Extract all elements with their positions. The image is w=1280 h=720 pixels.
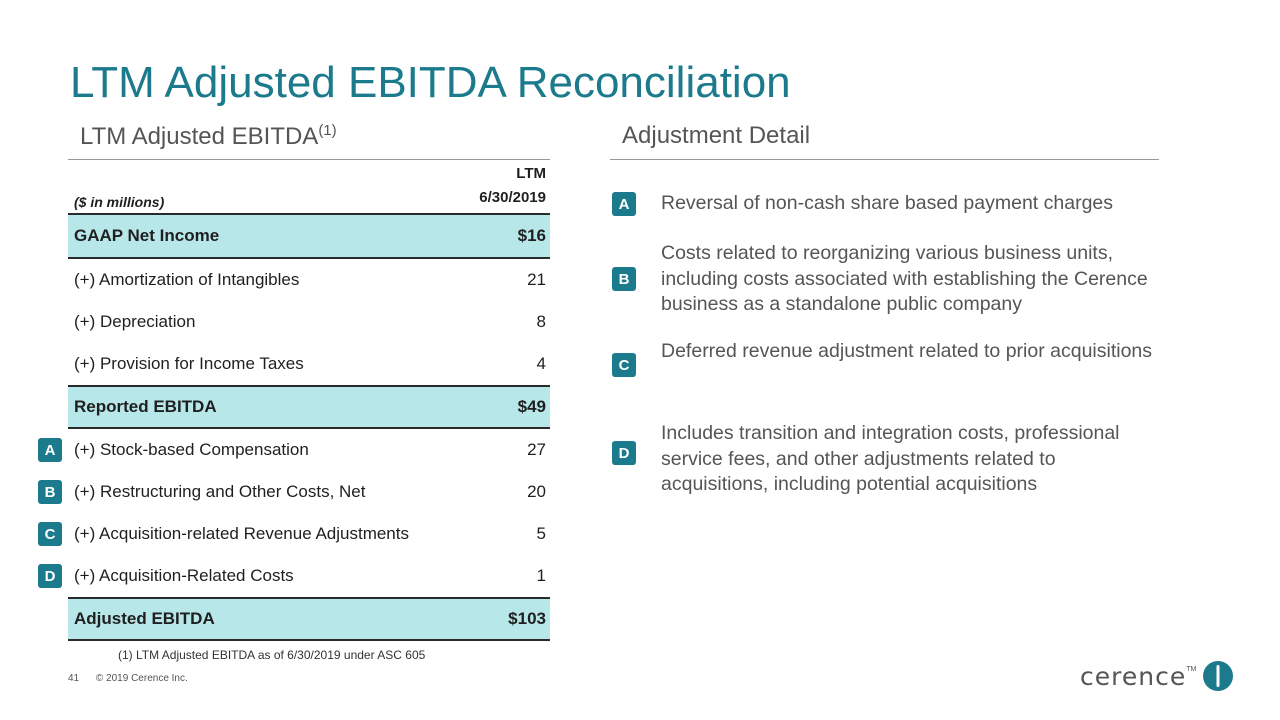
badge-a: A bbox=[38, 438, 62, 462]
badge-c: C bbox=[612, 353, 636, 377]
table-row-stock-comp: A (+) Stock-based Compensation 27 bbox=[38, 429, 550, 471]
column-header-line2: 6/30/2019 bbox=[479, 189, 546, 206]
column-header: LTM 6/30/2019 bbox=[479, 162, 546, 210]
row-value: $16 bbox=[517, 226, 546, 245]
row-value: 20 bbox=[527, 482, 546, 501]
ebitda-table: ($ in millions) LTM 6/30/2019 GAAP Net I… bbox=[38, 160, 550, 641]
table-row-amortization: (+) Amortization of Intangibles 21 bbox=[68, 259, 550, 301]
detail-text: Deferred revenue adjustment related to p… bbox=[661, 340, 1153, 362]
row-label: (+) Depreciation bbox=[74, 312, 196, 331]
row-value: 1 bbox=[536, 566, 546, 585]
footer: 41 © 2019 Cerence Inc. bbox=[68, 673, 202, 684]
page-number: 41 bbox=[68, 673, 80, 684]
ebitda-section-title-text: LTM Adjusted EBITDA bbox=[80, 123, 319, 150]
cerence-logo: cerence TM bbox=[1080, 660, 1234, 692]
logo-tm: TM bbox=[1186, 666, 1197, 673]
badge-b: B bbox=[38, 480, 62, 504]
logo-mark-icon bbox=[1203, 661, 1234, 691]
row-value: 4 bbox=[536, 354, 546, 373]
table-row-depreciation: (+) Depreciation 8 bbox=[68, 301, 550, 343]
table-row-acq-revenue: C (+) Acquisition-related Revenue Adjust… bbox=[38, 513, 550, 555]
row-label: (+) Stock-based Compensation bbox=[74, 440, 309, 459]
column-header-line1: LTM bbox=[516, 165, 546, 182]
row-value: 5 bbox=[536, 524, 546, 543]
badge-a: A bbox=[612, 192, 636, 216]
detail-text: Reversal of non-cash share based payment… bbox=[661, 192, 1114, 214]
adjustment-section-title: Adjustment Detail bbox=[622, 122, 811, 149]
row-label: (+) Provision for Income Taxes bbox=[74, 354, 304, 373]
slide-title: LTM Adjusted EBITDA Reconciliation bbox=[70, 58, 791, 107]
badge-d: D bbox=[38, 564, 62, 588]
row-label: (+) Acquisition-Related Costs bbox=[74, 566, 294, 585]
left-divider bbox=[68, 159, 550, 160]
table-row-income-taxes: (+) Provision for Income Taxes 4 bbox=[68, 343, 550, 385]
badge-d: D bbox=[612, 441, 636, 465]
detail-text: Includes transition and integration cost… bbox=[661, 422, 1120, 495]
row-value: 21 bbox=[527, 270, 546, 289]
row-value: $49 bbox=[517, 397, 546, 416]
badge-b: B bbox=[612, 267, 636, 291]
row-label: (+) Amortization of Intangibles bbox=[74, 270, 300, 289]
badge-c: C bbox=[38, 522, 62, 546]
row-label: Adjusted EBITDA bbox=[74, 609, 215, 628]
copyright: © 2019 Cerence Inc. bbox=[95, 673, 188, 684]
right-divider bbox=[610, 159, 1159, 160]
row-label: Reported EBITDA bbox=[74, 397, 217, 416]
row-label: (+) Acquisition-related Revenue Adjustme… bbox=[74, 524, 409, 543]
table-row-restructuring: B (+) Restructuring and Other Costs, Net… bbox=[38, 471, 550, 513]
ebitda-section-title: LTM Adjusted EBITDA(1) bbox=[80, 122, 337, 151]
row-value: 27 bbox=[527, 440, 546, 459]
footnote: (1) LTM Adjusted EBITDA as of 6/30/2019 … bbox=[118, 648, 426, 662]
units-label: ($ in millions) bbox=[74, 194, 165, 210]
row-label: GAAP Net Income bbox=[74, 226, 220, 245]
table-row-acq-costs: D (+) Acquisition-Related Costs 1 bbox=[38, 555, 550, 597]
table-row-gaap-net-income: GAAP Net Income $16 bbox=[68, 215, 550, 259]
row-value: $103 bbox=[508, 609, 546, 628]
row-label: (+) Restructuring and Other Costs, Net bbox=[74, 482, 366, 501]
detail-text: Costs related to reorganizing various bu… bbox=[661, 242, 1148, 315]
logo-wordmark: cerence bbox=[1080, 661, 1187, 691]
table-row-adjusted-ebitda: Adjusted EBITDA $103 bbox=[68, 597, 550, 641]
row-value: 8 bbox=[536, 312, 546, 331]
table-header: ($ in millions) LTM 6/30/2019 bbox=[68, 160, 550, 215]
table-row-reported-ebitda: Reported EBITDA $49 bbox=[68, 385, 550, 429]
footnote-ref: (1) bbox=[318, 122, 337, 139]
